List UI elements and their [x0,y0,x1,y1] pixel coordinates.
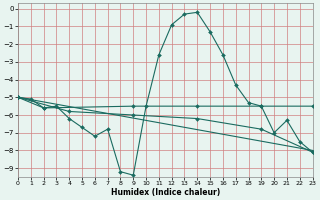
X-axis label: Humidex (Indice chaleur): Humidex (Indice chaleur) [111,188,220,197]
